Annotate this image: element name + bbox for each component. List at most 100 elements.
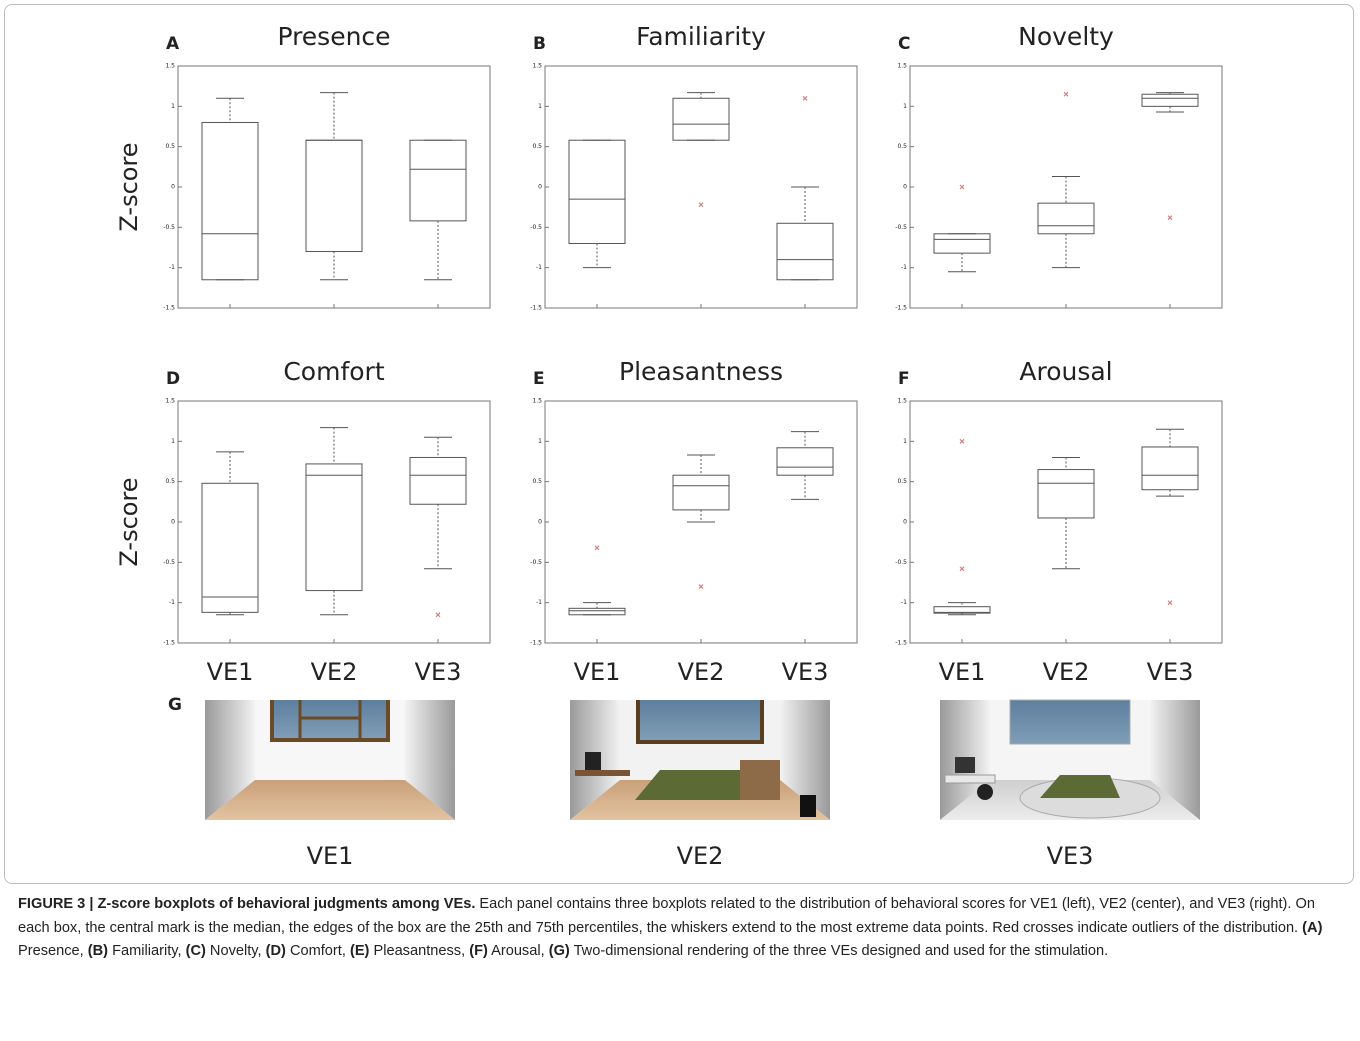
render-caption: VE2	[677, 842, 724, 870]
x-tick-label: VE2	[311, 658, 358, 686]
render-ve2	[570, 700, 830, 820]
x-tick-label: VE3	[415, 658, 462, 686]
box	[1142, 447, 1198, 490]
y-tick-label: 1	[903, 103, 907, 110]
box-panel: CNovelty-1.5-1-0.500.511.5	[895, 22, 1222, 312]
box	[569, 140, 625, 243]
y-tick-label: -1	[536, 264, 542, 271]
y-tick-label: -1.5	[530, 640, 542, 647]
y-tick-label: 0.5	[897, 478, 907, 485]
y-tick-label: -1	[901, 599, 907, 606]
panel-label: B	[533, 34, 546, 54]
y-tick-label: -0.5	[163, 559, 175, 566]
y-tick-label: 1	[538, 103, 542, 110]
y-tick-label: -1	[901, 264, 907, 271]
y-tick-label: 1.5	[165, 63, 175, 70]
y-tick-label: 1.5	[897, 398, 907, 405]
y-tick-label: 0	[171, 519, 175, 526]
render-ve1	[205, 700, 455, 820]
box	[673, 98, 729, 140]
y-tick-label: -1.5	[895, 305, 907, 312]
panel-title: Presence	[277, 22, 390, 51]
y-tick-label: -1.5	[530, 305, 542, 312]
y-tick-label: 1	[903, 438, 907, 445]
panel-title: Pleasantness	[619, 357, 783, 386]
y-tick-label: 0	[538, 519, 542, 526]
box	[1142, 94, 1198, 106]
caption-text: Arousal,	[488, 943, 549, 959]
outlier	[1064, 92, 1068, 96]
y-axis-label: Z-score	[115, 477, 143, 566]
panel-title: Novelty	[1018, 22, 1114, 51]
y-tick-label: 1.5	[532, 63, 542, 70]
box	[569, 608, 625, 614]
y-tick-label: -1	[169, 599, 175, 606]
y-tick-label: 0.5	[532, 478, 542, 485]
x-tick-label: VE3	[782, 658, 829, 686]
figure-caption: FIGURE 3 | Z-score boxplots of behaviora…	[18, 893, 1344, 964]
caption-text: Comfort,	[286, 943, 350, 959]
panel-title: Arousal	[1019, 357, 1112, 386]
box	[777, 223, 833, 279]
y-tick-label: -0.5	[895, 559, 907, 566]
y-tick-label: -0.5	[895, 224, 907, 231]
render-ve3	[940, 700, 1200, 820]
y-tick-label: 1.5	[897, 63, 907, 70]
panel-label: A	[166, 34, 180, 54]
y-tick-label: -1.5	[163, 640, 175, 647]
y-tick-label: 0	[903, 184, 907, 191]
caption-bold-text: FIGURE 3 | Z-score boxplots of behaviora…	[18, 896, 475, 912]
caption-bold-text: (B)	[88, 943, 108, 959]
box	[410, 140, 466, 221]
box	[306, 464, 362, 591]
x-tick-label: VE1	[207, 658, 254, 686]
x-tick-label: VE2	[1043, 658, 1090, 686]
panel-label: D	[166, 369, 180, 389]
box	[306, 140, 362, 251]
panel-title: Comfort	[283, 357, 384, 386]
outlier	[960, 439, 964, 443]
box	[777, 448, 833, 475]
y-tick-label: 0.5	[532, 143, 542, 150]
y-tick-label: 0	[538, 184, 542, 191]
caption-bold-text: (G)	[549, 943, 570, 959]
y-tick-label: 1	[171, 103, 175, 110]
caption-bold-text: (D)	[266, 943, 286, 959]
panel-label: G	[168, 695, 182, 715]
y-tick-label: -1.5	[163, 305, 175, 312]
y-tick-label: 1	[538, 438, 542, 445]
render-caption: VE3	[1047, 842, 1094, 870]
outlier	[595, 546, 599, 550]
outlier	[1168, 216, 1172, 220]
y-tick-label: 0.5	[165, 478, 175, 485]
panel-label: E	[533, 369, 545, 389]
box	[1038, 203, 1094, 234]
y-tick-label: 1	[171, 438, 175, 445]
caption-bold-text: (C)	[186, 943, 206, 959]
outlier	[960, 567, 964, 571]
y-tick-label: 0.5	[897, 143, 907, 150]
y-tick-label: 1.5	[532, 398, 542, 405]
y-tick-label: -1	[536, 599, 542, 606]
x-tick-label: VE3	[1147, 658, 1194, 686]
box	[934, 234, 990, 253]
outlier	[699, 203, 703, 207]
outlier	[436, 613, 440, 617]
outlier	[803, 96, 807, 100]
y-tick-label: -1.5	[895, 640, 907, 647]
y-tick-label: 1.5	[165, 398, 175, 405]
box-panel: D Comfort Z-score -1.5 -1 -0.5 0 0.5 1 1.5 VE1 VE2 V…	[115, 357, 490, 686]
box	[673, 475, 729, 510]
x-tick-label: VE2	[678, 658, 725, 686]
panel-label: F	[898, 369, 910, 389]
outlier	[960, 185, 964, 189]
caption-text: Novelty,	[206, 943, 266, 959]
caption-text: Familiarity,	[108, 943, 186, 959]
caption-bold-text: (F)	[469, 943, 488, 959]
box	[410, 457, 466, 504]
box	[202, 483, 258, 612]
